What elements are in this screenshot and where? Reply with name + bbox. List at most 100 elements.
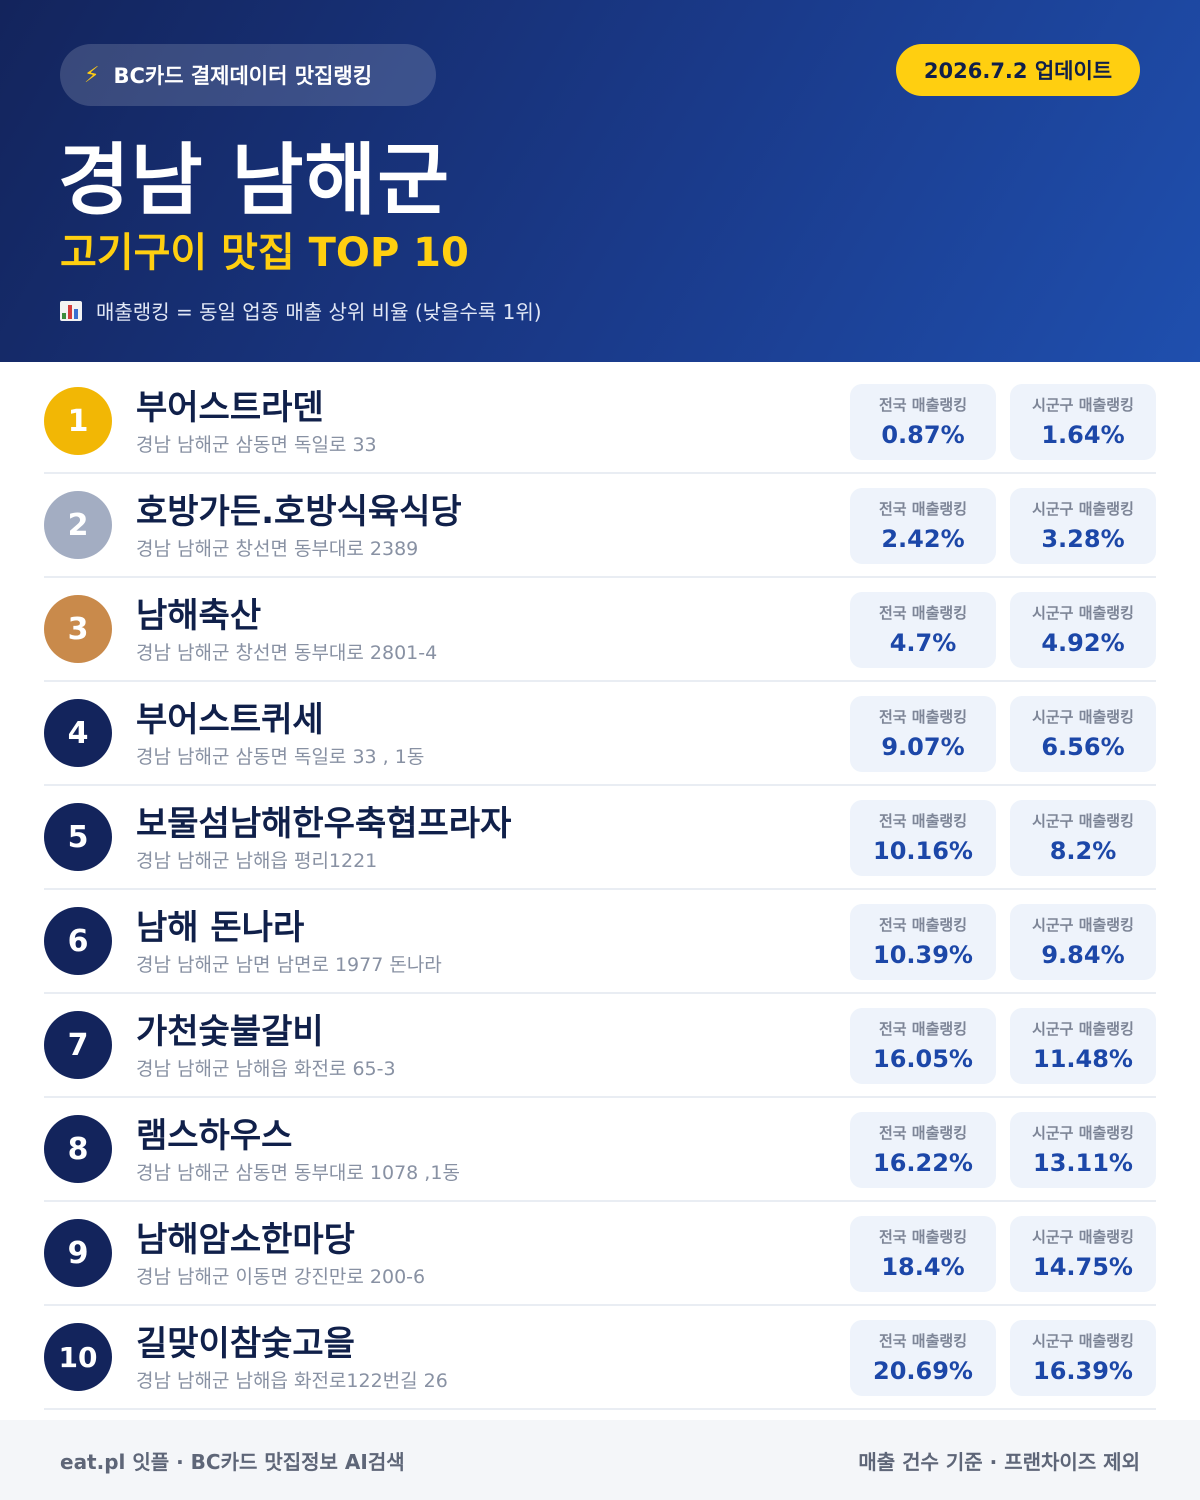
national-rank-label: 전국 매출랭킹	[878, 708, 968, 726]
local-rank-label: 시군구 매출랭킹	[1032, 1332, 1134, 1350]
local-rank-label: 시군구 매출랭킹	[1032, 812, 1134, 830]
national-rank-box: 전국 매출랭킹 10.16%	[850, 800, 996, 876]
local-rank-label: 시군구 매출랭킹	[1032, 916, 1134, 934]
national-rank-label: 전국 매출랭킹	[878, 812, 968, 830]
rank-badge: 2	[44, 491, 112, 559]
restaurant-name[interactable]: 남해축산	[136, 596, 262, 636]
restaurant-name[interactable]: 가천숯불갈비	[136, 1012, 324, 1052]
restaurant-address: 경남 남해군 창선면 동부대로 2389	[136, 538, 419, 560]
national-rank-label: 전국 매출랭킹	[878, 1228, 968, 1246]
national-rank-value: 16.22%	[873, 1149, 973, 1177]
source-badge: ⚡ BC카드 결제데이터 맛집랭킹	[60, 44, 436, 106]
local-rank-box: 시군구 매출랭킹 16.39%	[1010, 1320, 1156, 1396]
local-rank-box: 시군구 매출랭킹 6.56%	[1010, 696, 1156, 772]
ranking-note: 매출랭킹 = 동일 업종 매출 상위 비율 (낮을수록 1위)	[60, 296, 542, 325]
restaurant-address: 경남 남해군 삼동면 독일로 33	[136, 434, 377, 456]
national-rank-label: 전국 매출랭킹	[878, 1332, 968, 1350]
national-rank-box: 전국 매출랭킹 2.42%	[850, 488, 996, 564]
local-rank-label: 시군구 매출랭킹	[1032, 1020, 1134, 1038]
restaurant-name[interactable]: 램스하우스	[136, 1116, 293, 1156]
restaurant-name[interactable]: 호방가든.호방식육식당	[136, 492, 462, 532]
national-rank-value: 2.42%	[881, 525, 965, 553]
local-rank-box: 시군구 매출랭킹 4.92%	[1010, 592, 1156, 668]
list-item[interactable]: 7 가천숯불갈비 경남 남해군 남해읍 화전로 65-3 전국 매출랭킹 16.05% 시…	[44, 994, 1156, 1098]
local-rank-label: 시군구 매출랭킹	[1032, 604, 1134, 622]
local-rank-value: 6.56%	[1041, 733, 1125, 761]
national-rank-box: 전국 매출랭킹 9.07%	[850, 696, 996, 772]
national-rank-box: 전국 매출랭킹 0.87%	[850, 384, 996, 460]
national-rank-box: 전국 매출랭킹 18.4%	[850, 1216, 996, 1292]
ranking-note-text: 매출랭킹 = 동일 업종 매출 상위 비율 (낮을수록 1위)	[96, 300, 542, 324]
local-rank-box: 시군구 매출랭킹 9.84%	[1010, 904, 1156, 980]
restaurant-address: 경남 남해군 남해읍 화전로122번길 26	[136, 1370, 448, 1392]
source-label: BC카드 결제데이터 맛집랭킹	[113, 64, 373, 88]
national-rank-box: 전국 매출랭킹 10.39%	[850, 904, 996, 980]
rank-badge: 5	[44, 803, 112, 871]
page-subtitle: 고기구이 맛집 TOP 10	[60, 230, 469, 276]
local-rank-value: 1.64%	[1041, 421, 1125, 449]
footer-source: eat.pl 잇플 · BC카드 맛집정보 AI검색	[60, 1450, 405, 1474]
restaurant-name[interactable]: 남해암소한마당	[136, 1220, 355, 1260]
national-rank-value: 16.05%	[873, 1045, 973, 1073]
local-rank-box: 시군구 매출랭킹 3.28%	[1010, 488, 1156, 564]
national-rank-value: 18.4%	[881, 1253, 965, 1281]
national-rank-label: 전국 매출랭킹	[878, 396, 968, 414]
national-rank-value: 10.16%	[873, 837, 973, 865]
local-rank-value: 11.48%	[1033, 1045, 1133, 1073]
local-rank-label: 시군구 매출랭킹	[1032, 1228, 1134, 1246]
rank-badge: 8	[44, 1115, 112, 1183]
national-rank-box: 전국 매출랭킹 4.7%	[850, 592, 996, 668]
national-rank-value: 0.87%	[881, 421, 965, 449]
restaurant-name[interactable]: 부어스트라덴	[136, 388, 324, 428]
update-badge: 2026.7.2 업데이트	[896, 44, 1140, 96]
rank-badge: 4	[44, 699, 112, 767]
restaurant-address: 경남 남해군 남해읍 평리1221	[136, 850, 378, 872]
local-rank-box: 시군구 매출랭킹 8.2%	[1010, 800, 1156, 876]
local-rank-label: 시군구 매출랭킹	[1032, 708, 1134, 726]
local-rank-box: 시군구 매출랭킹 14.75%	[1010, 1216, 1156, 1292]
local-rank-box: 시군구 매출랭킹 11.48%	[1010, 1008, 1156, 1084]
local-rank-box: 시군구 매출랭킹 13.11%	[1010, 1112, 1156, 1188]
national-rank-box: 전국 매출랭킹 16.05%	[850, 1008, 996, 1084]
lightning-icon: ⚡	[84, 62, 100, 88]
local-rank-value: 16.39%	[1033, 1357, 1133, 1385]
rank-badge: 3	[44, 595, 112, 663]
national-rank-value: 4.7%	[889, 629, 957, 657]
restaurant-name[interactable]: 길맞이참숯고을	[136, 1324, 355, 1364]
local-rank-label: 시군구 매출랭킹	[1032, 396, 1134, 414]
restaurant-address: 경남 남해군 삼동면 동부대로 1078 ,1동	[136, 1162, 460, 1184]
restaurant-address: 경남 남해군 이동면 강진만로 200-6	[136, 1266, 426, 1288]
restaurant-address: 경남 남해군 남면 남면로 1977 돈나라	[136, 954, 442, 976]
restaurant-address: 경남 남해군 남해읍 화전로 65-3	[136, 1058, 396, 1080]
national-rank-value: 10.39%	[873, 941, 973, 969]
restaurant-name[interactable]: 보물섬남해한우축협프라자	[136, 804, 512, 844]
restaurant-name[interactable]: 남해 돈나라	[136, 908, 305, 948]
restaurant-name[interactable]: 부어스트퀴세	[136, 700, 324, 740]
national-rank-label: 전국 매출랭킹	[878, 604, 968, 622]
local-rank-value: 14.75%	[1033, 1253, 1133, 1281]
rank-badge: 6	[44, 907, 112, 975]
list-item[interactable]: 4 부어스트퀴세 경남 남해군 삼동면 독일로 33 , 1동 전국 매출랭킹 9.07…	[44, 682, 1156, 786]
national-rank-box: 전국 매출랭킹 20.69%	[850, 1320, 996, 1396]
national-rank-label: 전국 매출랭킹	[878, 1124, 968, 1142]
restaurant-address: 경남 남해군 창선면 동부대로 2801-4	[136, 642, 438, 664]
footer: eat.pl 잇플 · BC카드 맛집정보 AI검색 매출 건수 기준 · 프랜…	[0, 1420, 1200, 1500]
national-rank-label: 전국 매출랭킹	[878, 1020, 968, 1038]
local-rank-value: 3.28%	[1041, 525, 1125, 553]
rank-badge: 9	[44, 1219, 112, 1287]
national-rank-box: 전국 매출랭킹 16.22%	[850, 1112, 996, 1188]
header-banner: ⚡ BC카드 결제데이터 맛집랭킹 2026.7.2 업데이트 경남 남해군 고…	[0, 0, 1200, 362]
rank-badge: 10	[44, 1323, 112, 1391]
bar-chart-icon	[60, 300, 82, 321]
rank-badge: 1	[44, 387, 112, 455]
local-rank-label: 시군구 매출랭킹	[1032, 1124, 1134, 1142]
